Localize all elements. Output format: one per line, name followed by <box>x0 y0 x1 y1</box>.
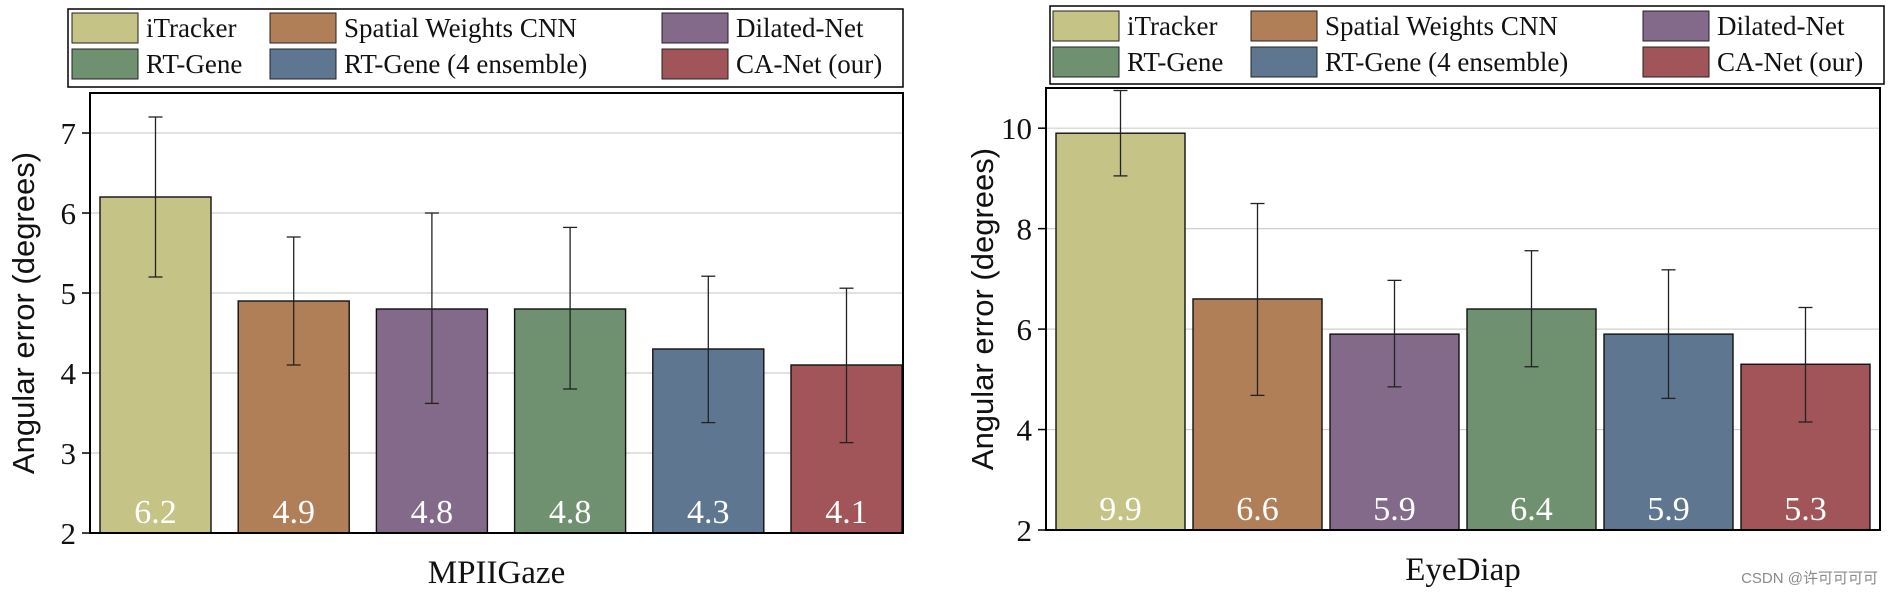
legend-label: RT-Gene (4 ensemble) <box>344 49 587 79</box>
y-tick-label: 5 <box>61 276 77 311</box>
legend-swatch <box>661 48 729 80</box>
legend-swatch <box>1642 10 1710 42</box>
y-axis-label: Angular error (degrees) <box>965 148 1000 470</box>
legend-swatch <box>1250 46 1318 78</box>
y-tick-label: 2 <box>61 516 77 551</box>
legend-label: Spatial Weights CNN <box>1325 11 1558 41</box>
bar-value-label: 6.6 <box>1236 491 1279 528</box>
legend-label: Dilated-Net <box>1717 11 1845 41</box>
bar-value-label: 5.3 <box>1784 491 1827 528</box>
legend-swatch <box>1052 10 1120 42</box>
bar-value-label: 4.8 <box>411 494 454 531</box>
legend-label: CA-Net (our) <box>736 49 882 79</box>
plot-frame <box>1045 87 1881 531</box>
legend-label: iTracker <box>146 13 236 43</box>
legend-label: CA-Net (our) <box>1717 47 1863 77</box>
y-tick-label: 6 <box>61 196 77 231</box>
legend-swatch <box>1052 46 1120 78</box>
mpiigaze-panel: iTracker Spatial Weights CNN Dilated-Net RT… <box>6 8 904 591</box>
bar-value-label: 6.4 <box>1510 491 1553 528</box>
y-tick-label: 8 <box>1017 212 1033 247</box>
legend-label: iTracker <box>1127 11 1217 41</box>
mpiigaze-chart: 2 3 4 5 6 7 6.2 4.9 4.8 4.8 4.3 4.1 Angular error (d… <box>6 92 904 591</box>
bar <box>1055 132 1186 531</box>
mpiigaze-legend: iTracker Spatial Weights CNN Dilated-Net RT… <box>67 8 904 88</box>
watermark-text: CSDN @许可可可可 <box>1741 570 1878 587</box>
bar-value-label: 4.9 <box>272 494 315 531</box>
legend-label: RT-Gene <box>1127 47 1223 77</box>
legend-frame <box>1049 5 1885 85</box>
legend-label: Dilated-Net <box>736 13 864 43</box>
y-tick-label: 4 <box>61 356 77 391</box>
plot-frame <box>89 92 904 534</box>
y-tick-label: 6 <box>1017 312 1033 347</box>
eyediap-legend: iTracker Spatial Weights CNN Dilated-Net RT… <box>1049 5 1885 85</box>
legend-label: RT-Gene <box>146 49 242 79</box>
eyediap-chart: 2 4 6 8 10 9.9 6.6 5.9 6.4 5.9 5.3 Angular error (d… <box>965 87 1881 588</box>
legend-label: Spatial Weights CNN <box>344 13 577 43</box>
bar-value-label: 4.3 <box>687 494 730 531</box>
y-tick-label: 7 <box>61 116 77 151</box>
legend-swatch <box>661 12 729 44</box>
bar-value-label: 5.9 <box>1647 491 1690 528</box>
bar-value-label: 4.8 <box>549 494 592 531</box>
y-tick-label: 3 <box>61 436 77 471</box>
y-tick-label: 10 <box>1001 111 1032 146</box>
legend-swatch <box>71 12 139 44</box>
legend-swatch <box>71 48 139 80</box>
x-axis-label: MPIIGaze <box>428 555 565 591</box>
y-axis-label: Angular error (degrees) <box>6 152 41 474</box>
legend-swatch <box>269 12 337 44</box>
eyediap-panel: iTracker Spatial Weights CNN Dilated-Net RT… <box>965 5 1885 588</box>
legend-swatch <box>1250 10 1318 42</box>
bar-value-label: 9.9 <box>1099 491 1142 528</box>
legend-swatch <box>1642 46 1710 78</box>
legend-swatch <box>269 48 337 80</box>
bar-value-label: 4.1 <box>825 494 868 531</box>
y-tick-label: 2 <box>1017 513 1033 548</box>
bar-value-label: 5.9 <box>1373 491 1416 528</box>
bar-value-label: 6.2 <box>134 494 177 531</box>
y-tick-label: 4 <box>1017 413 1033 448</box>
x-axis-label: EyeDiap <box>1405 552 1520 588</box>
legend-frame <box>67 8 904 88</box>
legend-label: RT-Gene (4 ensemble) <box>1325 47 1568 77</box>
